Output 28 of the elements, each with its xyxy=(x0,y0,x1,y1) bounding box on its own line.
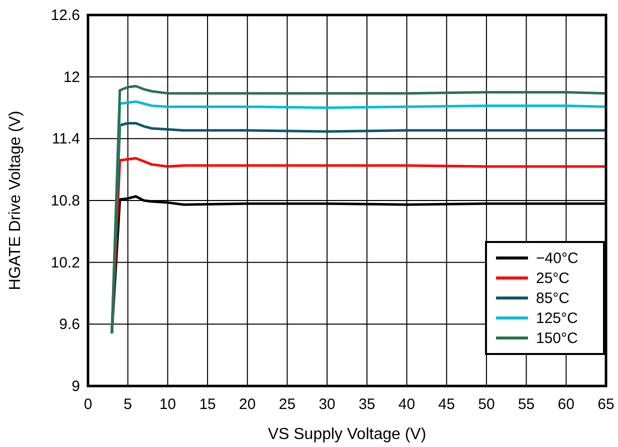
legend-label: 85°C xyxy=(536,290,570,307)
x-tick-label: 50 xyxy=(478,396,495,413)
x-tick-label: 60 xyxy=(558,396,574,413)
x-tick-label: 5 xyxy=(124,396,132,413)
x-tick-label: 20 xyxy=(239,396,256,413)
x-tick-label: 55 xyxy=(518,396,535,413)
x-tick-label: 25 xyxy=(278,396,296,413)
x-tick-label: 40 xyxy=(398,396,416,413)
y-tick-label: 12.6 xyxy=(50,7,80,24)
x-tick-label: 15 xyxy=(199,396,216,413)
x-tick-label: 10 xyxy=(159,396,176,413)
x-tick-label: 30 xyxy=(318,396,336,413)
y-tick-label: 9.6 xyxy=(59,316,80,334)
legend-label: 25°C xyxy=(536,270,570,287)
x-tick-label: 65 xyxy=(598,396,614,413)
x-axis-title: VS Supply Voltage (V) xyxy=(268,426,426,443)
x-tick-label: 0 xyxy=(84,396,92,413)
y-tick-label: 12 xyxy=(63,68,80,86)
y-axis-title: HGATE Drive Voltage (V) xyxy=(7,110,24,290)
x-tick-label: 45 xyxy=(438,396,455,413)
y-tick-label: 10.8 xyxy=(50,192,80,210)
legend-label: −40°C xyxy=(536,250,578,267)
y-tick-label: 10.2 xyxy=(50,254,80,272)
legend-label: 125°C xyxy=(536,310,578,327)
x-tick-label: 35 xyxy=(358,396,376,413)
y-tick-label: 9 xyxy=(72,378,80,395)
legend-label: 150°C xyxy=(536,330,578,347)
y-tick-label: 11.4 xyxy=(52,130,80,148)
